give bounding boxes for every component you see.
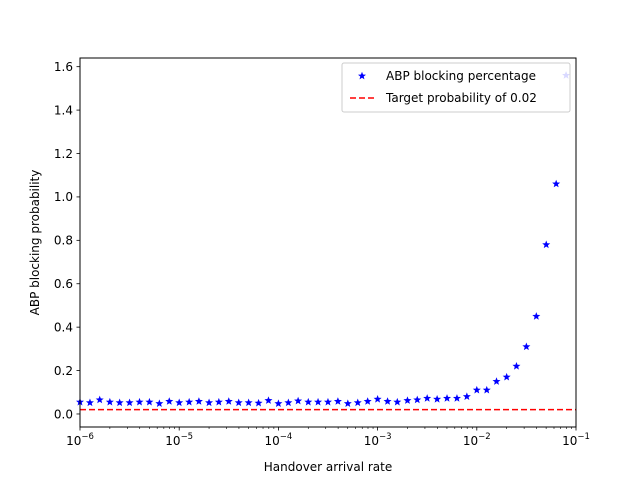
y-tick-label: 1.0 [54,190,73,204]
data-point-star [95,395,104,404]
data-point-star [353,398,362,407]
data-point-star [472,385,481,394]
y-axis: 0.0 0.2 0.4 0.6 0.8 1.0 1.2 1.4 1.6 [54,60,80,421]
data-point-star [205,398,214,407]
data-point-star [175,398,184,407]
y-tick-label: 1.4 [54,103,73,117]
data-point-star [165,397,174,405]
data-point-star [443,394,452,402]
y-axis-label: ABP blocking probability [28,170,42,316]
y-tick-label: 0.8 [54,234,73,248]
data-point-star [294,396,303,405]
x-tick-label: 10−6 [66,432,94,448]
data-point-star [323,397,332,406]
data-point-star [214,397,223,406]
data-point-star [105,397,114,406]
data-point-star [462,392,471,401]
data-point-star [194,397,203,405]
data-point-star [502,372,511,381]
x-axis: 10−6 10−5 10−4 10−3 10−2 10−1 [66,427,590,448]
y-tick-label: 1.2 [54,147,73,161]
data-point-star [452,394,461,402]
data-point-star [145,397,154,406]
data-point-star [403,396,412,404]
data-point-star [373,395,382,403]
data-point-star [314,397,323,406]
x-tick-label: 10−1 [562,432,590,448]
y-tick-label: 0.6 [54,277,73,291]
data-point-star [433,395,442,403]
data-point-star [492,377,501,385]
data-point-star [363,397,372,405]
data-point-star [155,399,164,407]
data-point-star [125,398,134,407]
legend-marker-star [358,71,366,80]
data-point-star [383,397,392,405]
data-point-star [244,398,253,407]
legend-label-abp-blocking: ABP blocking percentage [386,69,536,83]
data-point-star [482,385,491,394]
data-point-star [522,342,531,351]
x-axis-label: Handover arrival rate [264,460,393,474]
data-point-star [393,397,402,406]
x-tick-label: 10−5 [165,432,193,448]
data-point-star [552,179,561,188]
data-point-star [532,312,541,320]
x-tick-label: 10−4 [264,432,292,448]
data-point-star [264,396,273,404]
data-point-star [542,240,551,249]
data-point-star [333,397,342,405]
data-point-star [254,398,263,407]
data-point-star [224,397,233,405]
x-tick-label: 10−2 [463,432,491,448]
legend-star-glyph [358,71,366,80]
plot-area [76,71,576,411]
x-tick-label: 10−3 [364,432,392,448]
data-point-star [115,398,124,407]
data-point-star [135,397,144,406]
data-point-star [284,398,293,407]
legend: ABP blocking percentage Target probabili… [341,62,571,113]
data-point-star [234,398,243,407]
data-point-star [185,397,194,406]
data-point-star [85,398,94,407]
data-point-star [274,399,283,407]
legend-box [341,62,571,113]
y-tick-label: 1.6 [54,60,73,74]
legend-label-target-probability: Target probability of 0.02 [385,91,537,105]
axes-frame [79,57,577,428]
y-tick-label: 0.2 [54,364,73,378]
data-point-star [413,395,422,404]
data-point-star [512,362,521,370]
data-marker-layer [76,71,571,407]
data-point-star [423,394,432,402]
data-point-star [304,397,313,406]
data-point-star [343,399,352,407]
y-tick-label: 0.4 [54,320,73,334]
y-tick-label: 0.0 [54,407,73,421]
